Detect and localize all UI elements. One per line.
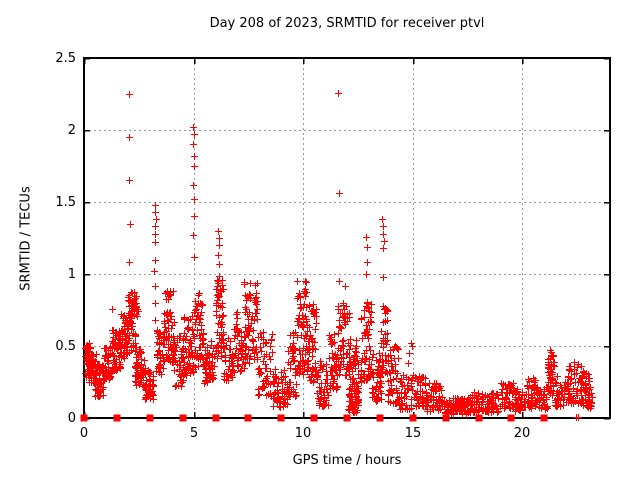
x-tick-label: 20: [513, 426, 531, 441]
baseline-square-marker: [507, 414, 515, 422]
baseline-square-marker: [113, 414, 121, 422]
baseline-square-marker: [376, 414, 384, 422]
baseline-square-marker: [277, 414, 285, 422]
baseline-square-marker: [310, 414, 318, 422]
y-tick-label: 2.5: [55, 51, 76, 66]
baseline-squares: [80, 414, 548, 422]
baseline-square-marker: [212, 414, 220, 422]
y-axis-label: SRMTID / TECUs: [18, 186, 34, 291]
scatter-plus-markers: [81, 90, 596, 421]
x-tick-label: 5: [189, 426, 199, 441]
baseline-square-marker: [244, 414, 252, 422]
baseline-square-marker: [475, 414, 483, 422]
baseline-square-marker: [146, 414, 154, 422]
x-tick-label: 15: [404, 426, 422, 441]
chart-title: Day 208 of 2023, SRMTID for receiver ptv…: [209, 16, 485, 31]
baseline-square-marker: [409, 414, 417, 422]
baseline-square-marker: [540, 414, 548, 422]
x-tick-label: 10: [294, 426, 312, 441]
y-tick-label: 2: [67, 123, 76, 138]
baseline-square-marker: [80, 414, 88, 422]
y-tick-label: 1.5: [55, 195, 76, 210]
x-tick-label: 0: [79, 426, 89, 441]
baseline-square-marker: [442, 414, 450, 422]
y-tick-label: 0: [67, 411, 76, 426]
baseline-square-marker: [179, 414, 187, 422]
x-axis-label: GPS time / hours: [292, 453, 402, 468]
y-tick-label: 0.5: [55, 339, 76, 354]
y-tick-label: 1: [67, 267, 76, 282]
baseline-square-marker: [343, 414, 351, 422]
gridlines: [84, 58, 610, 418]
